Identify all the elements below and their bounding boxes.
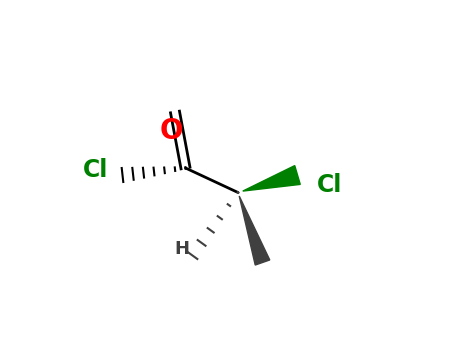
Text: Cl: Cl xyxy=(83,158,108,182)
Polygon shape xyxy=(239,196,270,265)
Text: O: O xyxy=(160,117,183,145)
Text: H: H xyxy=(175,239,189,258)
Polygon shape xyxy=(243,166,300,191)
Text: Cl: Cl xyxy=(317,174,342,197)
